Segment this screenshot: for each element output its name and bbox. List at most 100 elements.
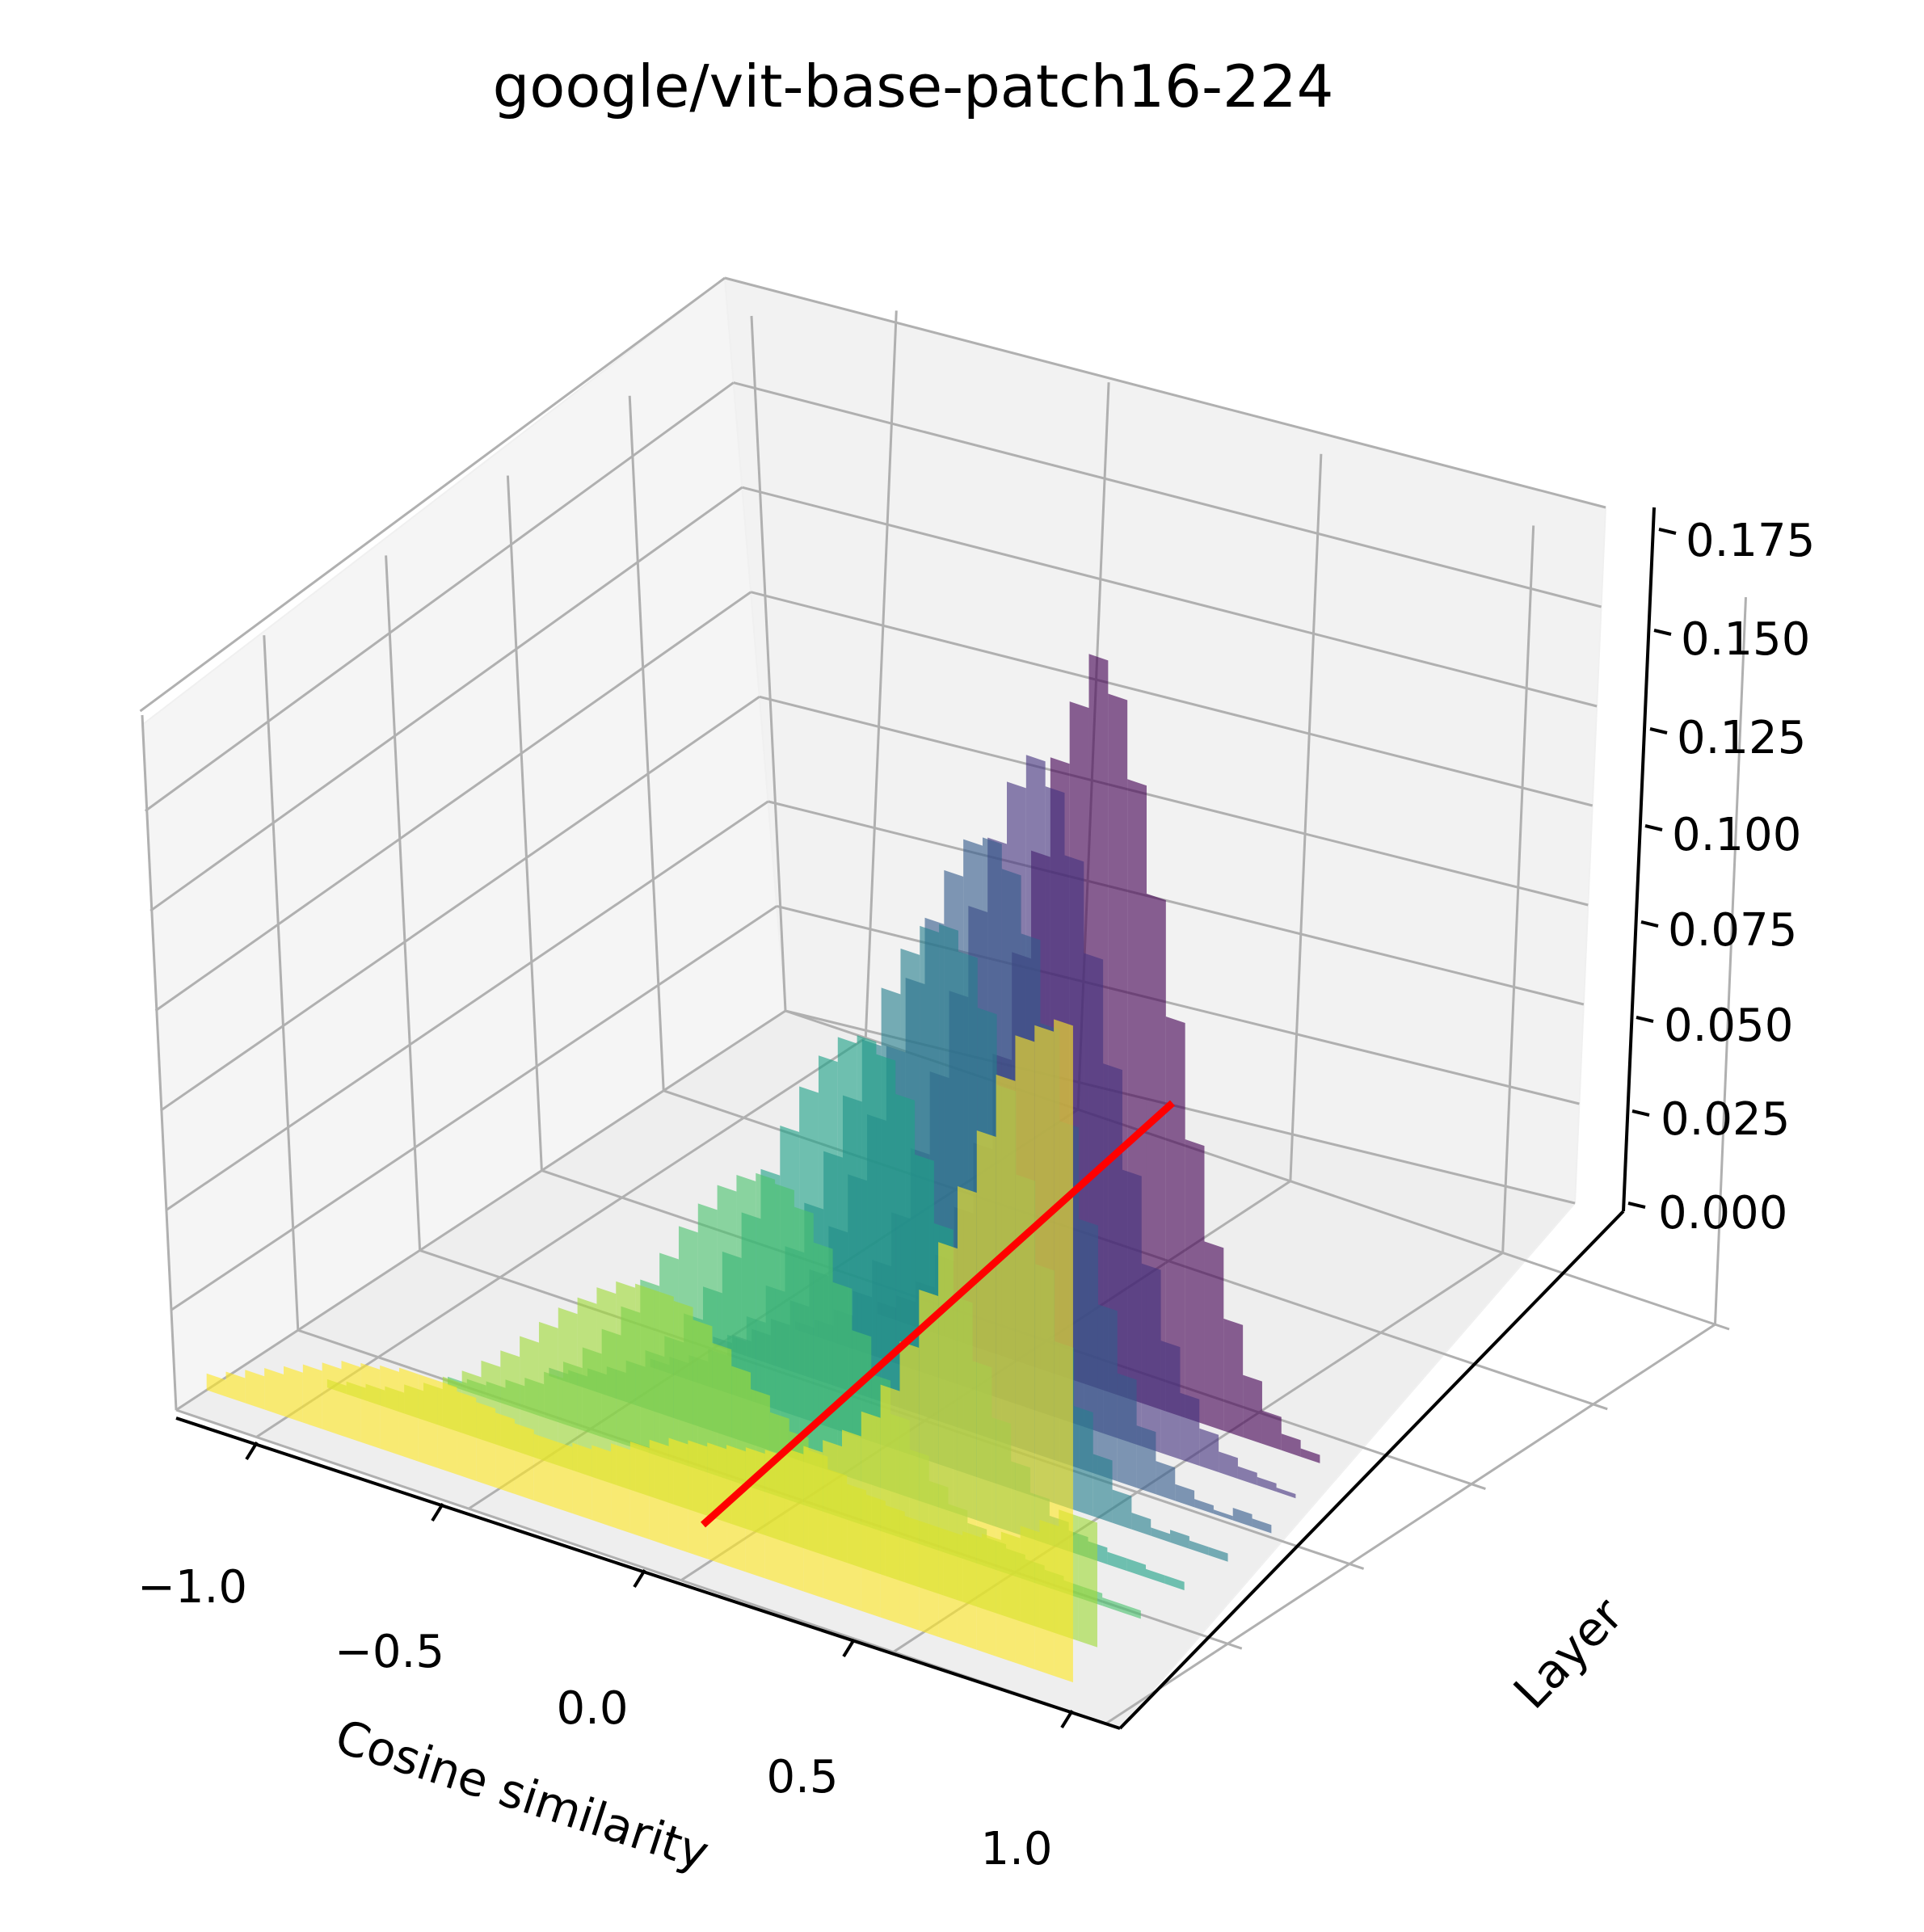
histogram-bar	[629, 1441, 650, 1540]
histogram-bar	[558, 1307, 578, 1472]
histogram-bar	[1223, 1318, 1244, 1437]
histogram-bar	[649, 1439, 669, 1547]
z-tick-label: 0.100	[1672, 809, 1801, 861]
grid-line	[170, 905, 778, 1311]
z-axis-line	[1622, 507, 1656, 1212]
histogram-bar	[707, 1442, 727, 1566]
histogram-bar	[611, 1443, 630, 1534]
y-axis-line	[1118, 1210, 1625, 1730]
histogram-bar	[1054, 1019, 1073, 1682]
histogram-bar	[1102, 1597, 1122, 1613]
z-tick-label: 0.150	[1681, 613, 1810, 666]
grid-line	[750, 591, 1594, 807]
histogram-bar	[1257, 1476, 1277, 1492]
histogram-bar	[1015, 1035, 1035, 1669]
grid-line	[733, 381, 1602, 608]
histogram-bar	[1146, 1568, 1165, 1585]
histogram-bar	[1281, 1433, 1301, 1457]
histogram-bar	[1073, 1405, 1093, 1517]
histogram-bar	[225, 1371, 246, 1404]
grid-line	[139, 276, 726, 713]
layer-series	[206, 1019, 1073, 1682]
histogram-bar	[1232, 1508, 1252, 1527]
grid-line	[724, 276, 1606, 509]
histogram-bar	[341, 1360, 361, 1442]
histogram-bar	[861, 1411, 881, 1618]
histogram-bar	[1136, 1425, 1156, 1495]
z-tick-label: 0.175	[1686, 515, 1815, 567]
grid-line	[149, 486, 743, 912]
histogram-bar	[1208, 1547, 1228, 1562]
x-tick-label: −1.0	[137, 1561, 247, 1614]
x-tick-label: −0.5	[335, 1626, 444, 1678]
grid-line	[750, 315, 787, 1012]
histogram-bar	[245, 1370, 265, 1410]
reference-line	[700, 1100, 1176, 1528]
grid-line	[263, 635, 300, 1331]
histogram-bar	[437, 1380, 457, 1475]
z-tick-mark	[1627, 1202, 1646, 1209]
histogram-bar	[784, 1447, 804, 1592]
grid-line	[385, 555, 422, 1251]
histogram-bar	[1093, 1454, 1113, 1523]
histogram-bar	[302, 1364, 322, 1429]
histogram-bar	[360, 1362, 381, 1449]
x-tick-mark	[842, 1638, 856, 1658]
histogram-bar	[976, 1130, 996, 1656]
grid-line	[1713, 597, 1747, 1325]
x-tick-label: 1.0	[980, 1823, 1052, 1875]
histogram-bar	[1112, 1489, 1132, 1530]
histogram-bar	[1107, 1551, 1127, 1571]
z-tick-mark	[1631, 1109, 1650, 1117]
histogram-bar	[764, 1449, 785, 1585]
grid-line	[776, 904, 1580, 1105]
histogram-bar	[1204, 1241, 1224, 1431]
x-tick-mark	[431, 1502, 444, 1522]
grid-line	[141, 714, 178, 1411]
histogram-bar	[1276, 1488, 1296, 1499]
histogram-bar	[938, 1242, 958, 1644]
histogram-bar	[1185, 1139, 1205, 1425]
histogram-bar	[495, 1412, 515, 1494]
histogram-bar	[1156, 1461, 1176, 1501]
histogram-bar	[1170, 1530, 1189, 1549]
histogram-bar	[1165, 1017, 1185, 1418]
x-tick-mark	[1060, 1709, 1074, 1729]
z-tick-label: 0.025	[1661, 1093, 1790, 1146]
z-tick-label: 0.075	[1668, 904, 1797, 957]
histogram-bar	[726, 1445, 746, 1572]
histogram-bar	[457, 1391, 477, 1481]
x-tick-mark	[633, 1568, 646, 1589]
z-tick-label: 0.000	[1658, 1187, 1787, 1240]
histogram-bar	[1131, 1513, 1151, 1536]
grid-line	[160, 696, 760, 1112]
histogram-bar	[1213, 1509, 1233, 1521]
histogram-bar	[596, 1287, 617, 1485]
histogram-bar	[538, 1321, 558, 1466]
histogram-bar	[1151, 1527, 1171, 1543]
histogram-bar	[1199, 1428, 1219, 1473]
histogram-bar	[418, 1374, 438, 1468]
histogram-bar	[1237, 1466, 1257, 1486]
histogram-bar	[1141, 1263, 1161, 1453]
histogram-bar	[572, 1442, 592, 1521]
z-tick-mark	[1644, 824, 1663, 831]
histogram-bar	[1126, 1558, 1147, 1578]
histogram-bar	[1164, 1575, 1185, 1591]
x-axis-line	[175, 1416, 1121, 1730]
z-tick-mark	[1658, 528, 1677, 535]
grid-line	[506, 475, 543, 1171]
histogram-bar	[803, 1446, 823, 1598]
histogram-bar	[1078, 1516, 1097, 1648]
z-tick-mark	[1640, 920, 1659, 928]
axis-lines	[175, 507, 1656, 1730]
histogram-bar	[1252, 1518, 1272, 1534]
histogram-bar	[1175, 1484, 1195, 1508]
histogram-bar	[533, 1433, 554, 1507]
z-tick-label: 0.125	[1677, 712, 1806, 764]
histogram-bar	[206, 1373, 226, 1397]
histogram-bar	[1194, 1499, 1214, 1514]
histogram-bar	[1300, 1448, 1320, 1463]
histogram-bar	[996, 1074, 1016, 1663]
